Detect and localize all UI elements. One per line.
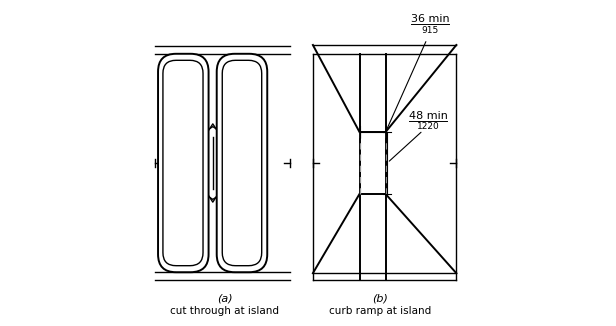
PathPatch shape [163, 60, 203, 266]
PathPatch shape [217, 54, 267, 272]
Text: 1220: 1220 [416, 122, 439, 131]
Text: (b): (b) [372, 293, 387, 304]
Text: 48 min: 48 min [408, 111, 447, 121]
Text: 36 min: 36 min [411, 14, 450, 24]
Text: 915: 915 [421, 26, 439, 35]
Text: curb ramp at island: curb ramp at island [328, 306, 431, 317]
Text: cut through at island: cut through at island [171, 306, 280, 317]
PathPatch shape [222, 60, 262, 266]
Text: (a): (a) [217, 293, 233, 304]
PathPatch shape [158, 54, 209, 272]
